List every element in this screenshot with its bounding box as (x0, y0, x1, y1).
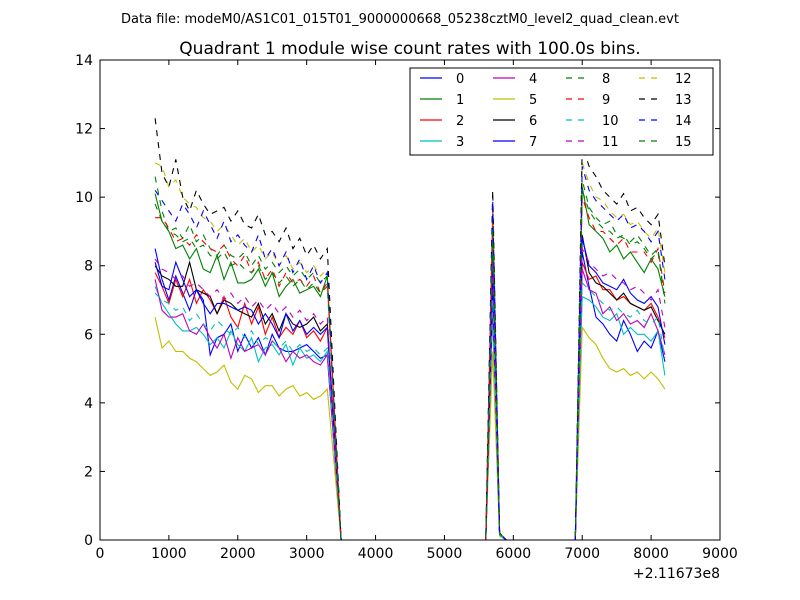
plot-frame (99, 59, 721, 541)
legend-label-14: 14 (675, 114, 692, 129)
series-line-7 (154, 238, 666, 541)
chart-title: Quadrant 1 module wise count rates with … (179, 39, 640, 59)
legend-label-10: 10 (602, 114, 619, 129)
legend-label-0: 0 (456, 72, 464, 87)
x-tick-label: 2000 (220, 546, 256, 562)
y-tick-label: 10 (75, 190, 93, 206)
series-line-6 (154, 234, 666, 541)
y-tick-label: 2 (84, 464, 93, 480)
series-line-8 (154, 176, 666, 541)
legend-label-8: 8 (602, 72, 610, 87)
legend-box (409, 67, 714, 156)
y-tick-label: 14 (75, 53, 93, 69)
series-line-4 (154, 268, 666, 541)
series-line-9 (155, 196, 666, 541)
series-line-14 (154, 166, 666, 541)
plot-lines (154, 118, 666, 541)
legend-label-6: 6 (529, 114, 537, 129)
y-tick-label: 4 (84, 396, 93, 412)
suptitle: Data file: modeM0/AS1C01_015T01_90000006… (121, 12, 679, 27)
legend-label-5: 5 (529, 93, 537, 108)
series-line-10 (154, 281, 666, 541)
legend-label-9: 9 (602, 93, 610, 108)
x-tick-label: 7000 (564, 546, 600, 562)
x-tick-label: 4000 (358, 546, 394, 562)
y-tick-label: 12 (75, 122, 93, 138)
x-offset-label: +2.11673e8 (633, 566, 720, 582)
series-line-15 (154, 190, 666, 541)
x-tick-label: 0 (96, 546, 105, 562)
series-line-13 (154, 118, 666, 541)
legend-label-15: 15 (675, 135, 692, 150)
x-tick-label: 5000 (427, 546, 463, 562)
y-tick-label: 8 (84, 259, 93, 275)
legend-label-7: 7 (529, 135, 537, 150)
y-tick-label: 0 (84, 533, 93, 549)
legend-label-12: 12 (675, 72, 692, 87)
legend-label-13: 13 (675, 93, 692, 108)
x-tick-label: 9000 (702, 546, 738, 562)
legend-label-1: 1 (456, 93, 464, 108)
series-line-0 (154, 248, 666, 541)
legend-label-3: 3 (456, 135, 464, 150)
series-line-1 (154, 186, 666, 541)
legend-label-4: 4 (529, 72, 537, 87)
series-line-12 (154, 162, 666, 541)
legend-label-2: 2 (456, 114, 464, 129)
axis-ticks: 0 1000 2000 3000 4000 5000 6000 7000 8000 9000 0 2 4… (75, 53, 738, 562)
series-line-5 (154, 316, 666, 541)
x-tick-label: 8000 (633, 546, 669, 562)
legend-label-11: 11 (602, 135, 619, 150)
y-tick-label: 6 (84, 327, 93, 343)
series-line-3 (154, 286, 666, 541)
x-tick-label: 1000 (151, 546, 187, 562)
series-line-11 (154, 248, 666, 541)
x-tick-label: 6000 (496, 546, 532, 562)
x-tick-label: 3000 (289, 546, 325, 562)
